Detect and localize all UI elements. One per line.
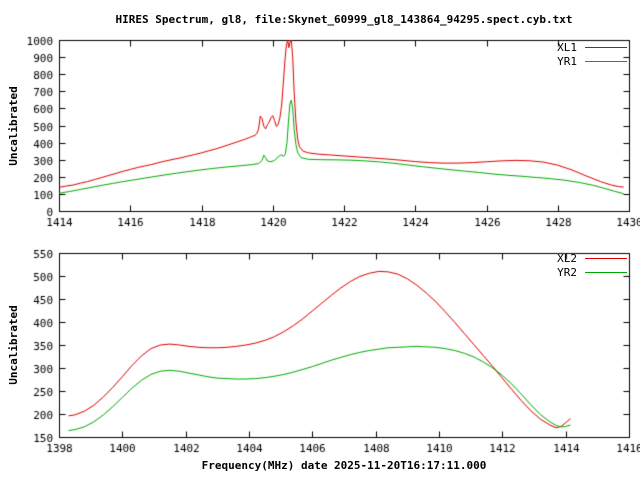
legend-item-xl1: XL1	[557, 42, 627, 53]
legend-line-sample-xl1	[585, 47, 627, 48]
legend-line-sample-xl2	[585, 258, 627, 259]
chart-title: HIRES Spectrum, gl8, file:Skynet_60999_g…	[115, 13, 573, 26]
legend-top-plot: XL1 YR1	[557, 42, 627, 67]
y-axis-label-top: Uncalibrated	[7, 86, 20, 166]
legend-label-yr2: YR2	[557, 266, 577, 279]
legend-label-xl1: XL1	[557, 41, 577, 54]
legend-line-sample-yr2	[585, 272, 627, 273]
legend-label-yr1: YR1	[557, 55, 577, 68]
x-axis-label: Frequency(MHz) date 2025-11-20T16:17:11.…	[201, 459, 487, 472]
legend-label-xl2: XL2	[557, 252, 577, 265]
legend-line-sample-yr1	[585, 61, 627, 62]
y-axis-label-bottom: Uncalibrated	[7, 305, 20, 385]
legend-bottom-plot: XL2 YR2	[557, 253, 627, 278]
legend-item-yr2: YR2	[557, 267, 627, 278]
legend-item-xl2: XL2	[557, 253, 627, 264]
legend-item-yr1: YR1	[557, 56, 627, 67]
